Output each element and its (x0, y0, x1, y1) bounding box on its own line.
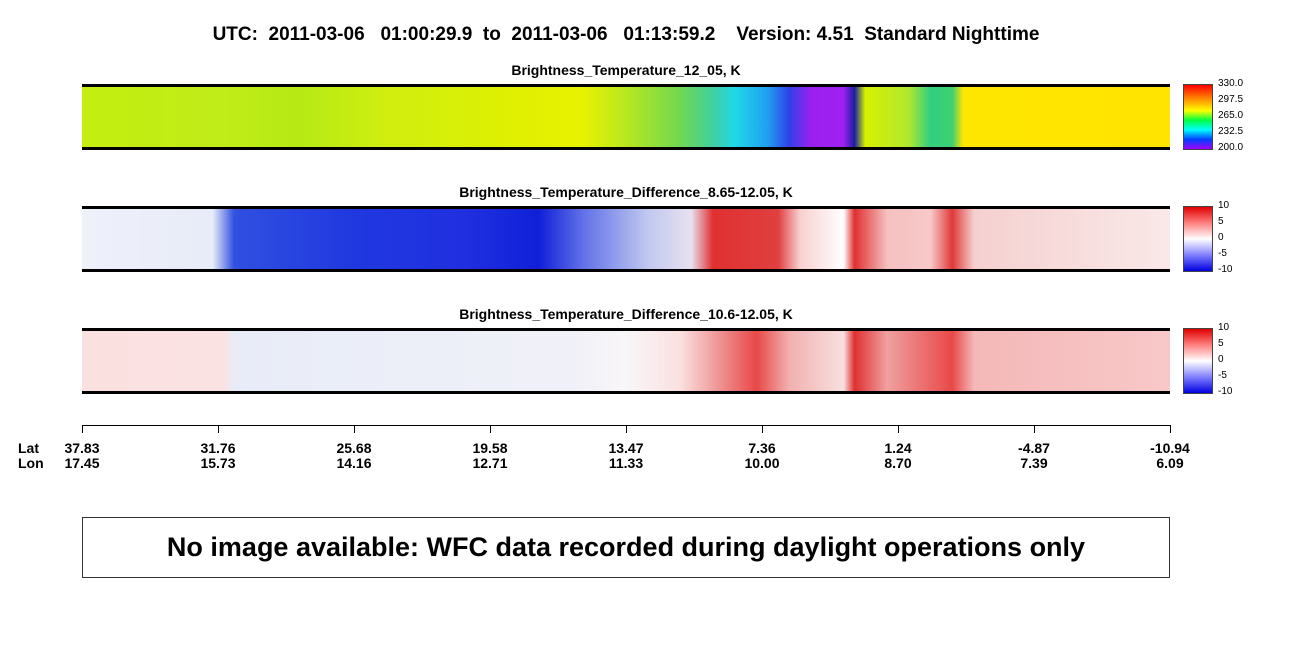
page-title: UTC: 2011-03-06 01:00:29.9 to 2011-03-06… (212, 24, 1040, 45)
colorbar-label: 10 (1218, 200, 1230, 211)
colorbar-label: 0 (1218, 232, 1224, 243)
lon-label: 14.16 (336, 455, 372, 471)
message-box: No image available: WFC data recorded du… (82, 517, 1170, 578)
lat-label: -4.87 (1018, 440, 1050, 456)
colorbar (1183, 206, 1213, 272)
panel-title: Brightness_Temperature_Difference_8.65-1… (459, 184, 793, 200)
lon-label: 8.70 (884, 455, 912, 471)
colorbar-label: 297.5 (1218, 94, 1244, 105)
axis-tick (81, 425, 83, 433)
colorbar-label: -5 (1218, 370, 1227, 381)
axis-tick (217, 425, 219, 433)
colorbar-label: 265.0 (1218, 110, 1244, 121)
colorbar-label: 10 (1218, 322, 1230, 333)
panel-title: Brightness_Temperature_12_05, K (511, 62, 741, 78)
colorbar-label: -10 (1218, 264, 1233, 275)
colorbar-label: -5 (1218, 248, 1227, 259)
lat-label: 7.36 (748, 440, 776, 456)
colorbar-label: 330.0 (1218, 78, 1244, 89)
colorbar-label: 232.5 (1218, 126, 1244, 137)
colorbar-label: 5 (1218, 216, 1224, 227)
axis-tick (1033, 425, 1035, 433)
colorbar-label: 200.0 (1218, 142, 1244, 153)
lat-label: 13.47 (608, 440, 644, 456)
lon-label: 10.00 (744, 455, 780, 471)
image-strip (82, 328, 1170, 394)
lon-label: 11.33 (608, 455, 644, 471)
colorbar (1183, 84, 1213, 150)
lon-label: 12.71 (472, 455, 508, 471)
image-strip (82, 206, 1170, 272)
colorbar-label: -10 (1218, 386, 1233, 397)
axis-tick (761, 425, 763, 433)
lat-label: 19.58 (472, 440, 508, 456)
lon-label: 17.45 (64, 455, 100, 471)
axis-row-label: Lon (18, 455, 44, 471)
panel-title: Brightness_Temperature_Difference_10.6-1… (459, 306, 793, 322)
lon-label: 6.09 (1156, 455, 1184, 471)
lat-label: 1.24 (884, 440, 912, 456)
axis-tick (489, 425, 491, 433)
lat-label: 31.76 (200, 440, 236, 456)
colorbar (1183, 328, 1213, 394)
lon-label: 7.39 (1020, 455, 1048, 471)
axis-tick (897, 425, 899, 433)
lat-label: -10.94 (1150, 440, 1190, 456)
axis-tick (1169, 425, 1171, 433)
lon-label: 15.73 (200, 455, 236, 471)
colorbar-label: 5 (1218, 338, 1224, 349)
lat-label: 25.68 (336, 440, 372, 456)
axis-row-label: Lat (18, 440, 39, 456)
axis-tick (353, 425, 355, 433)
axis-tick (625, 425, 627, 433)
colorbar-label: 0 (1218, 354, 1224, 365)
image-strip (82, 84, 1170, 150)
lat-label: 37.83 (64, 440, 100, 456)
